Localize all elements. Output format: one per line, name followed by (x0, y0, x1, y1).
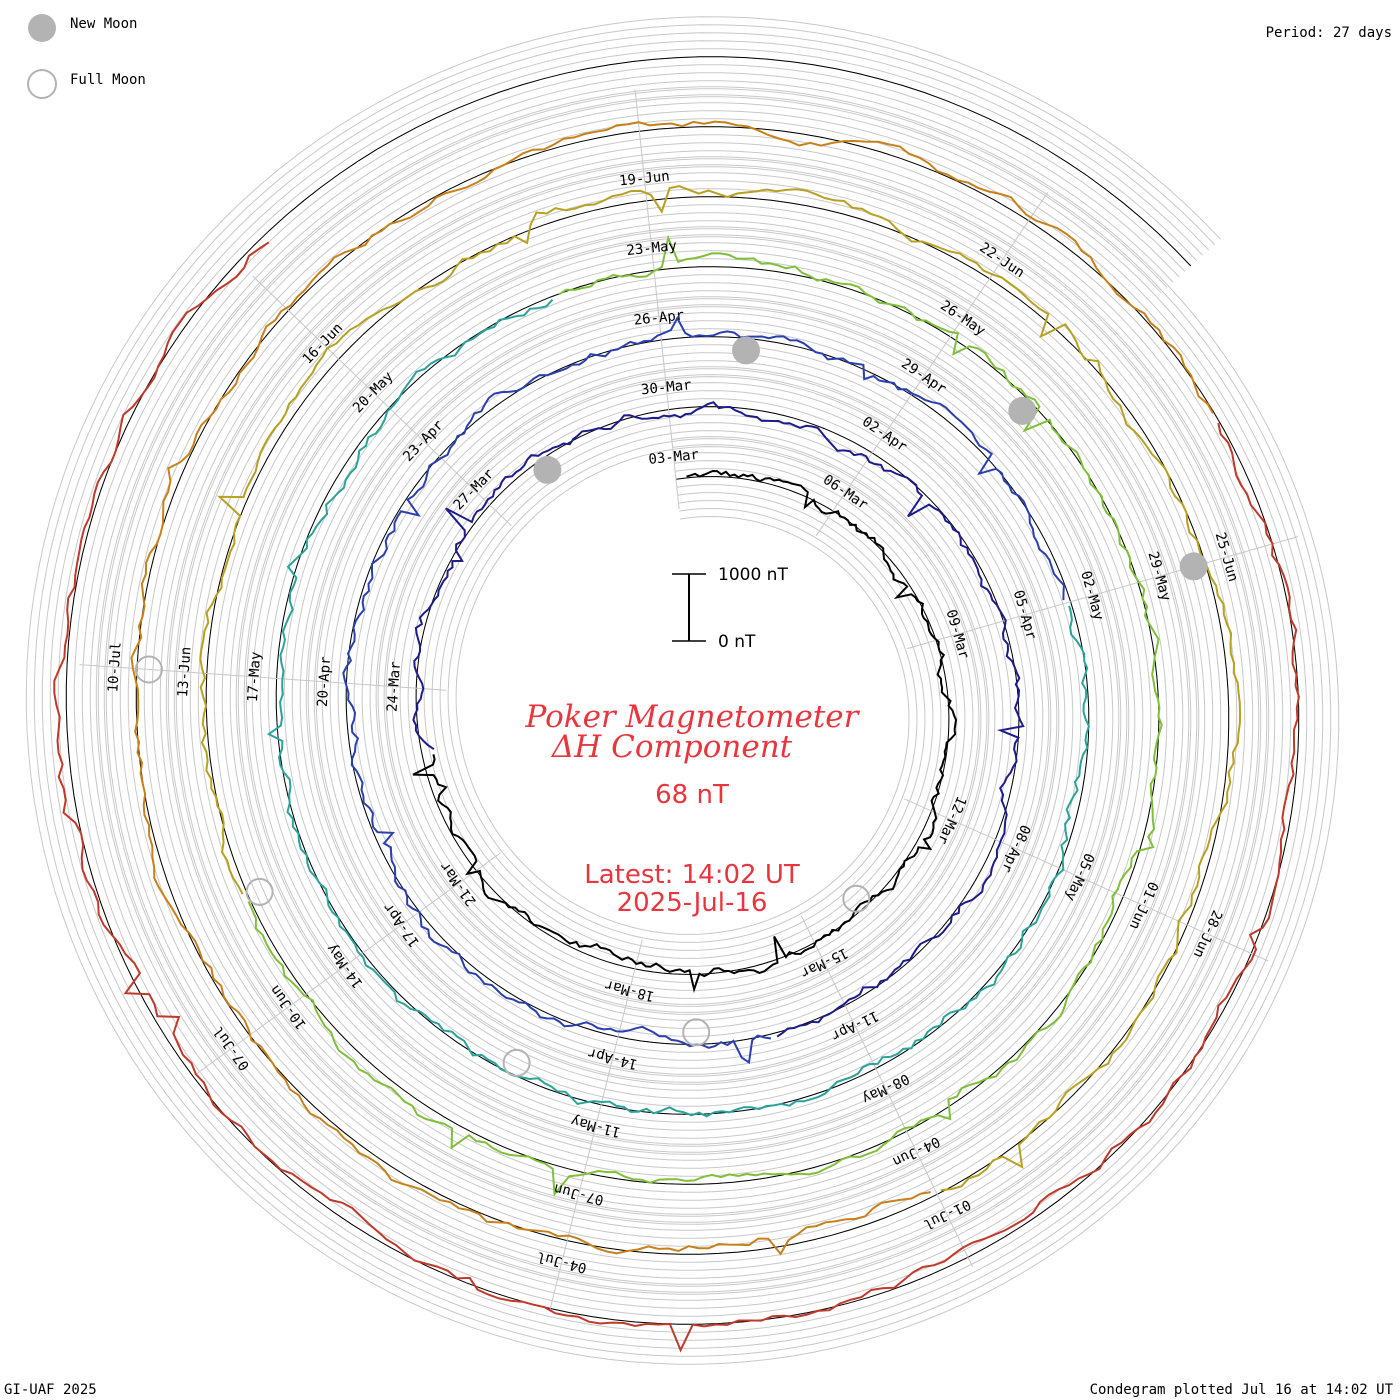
scale-bar (672, 573, 706, 642)
guide-ring (41, 32, 1324, 1349)
full-moon-marker (245, 877, 274, 906)
guide-ring (89, 80, 1276, 1301)
baseline-spiral (65, 56, 1300, 1325)
new-moon-legend-icon (28, 14, 56, 42)
scale-bar-top-label: 1000 nT (718, 565, 788, 585)
date-radial-line (634, 89, 680, 510)
guide-ring (97, 88, 1268, 1293)
magnetometer-trace (247, 234, 1163, 1197)
date-label: 27-Mar (451, 466, 498, 513)
date-label: 11-Apr (829, 1007, 881, 1044)
full-moon-marker (682, 1018, 711, 1047)
footer-credit: GI-UAF 2025 (4, 1382, 97, 1398)
guide-ring (73, 64, 1292, 1317)
date-radial-line (800, 915, 974, 1268)
full-moon-marker (842, 884, 871, 913)
date-label: 14-May (324, 941, 367, 991)
date-label: 10-Jul (105, 641, 124, 693)
date-label: 23-May (626, 238, 678, 259)
date-label: 08-May (859, 1070, 911, 1107)
chart-title-line2: ΔH Component (551, 729, 793, 765)
date-label: 05-May (1062, 851, 1097, 904)
current-value: 68 nT (655, 780, 729, 810)
magnetometer-traces (53, 120, 1300, 1353)
guide-ring (49, 40, 1316, 1341)
new-moon-marker (1008, 396, 1037, 425)
date-label: 18-Mar (603, 976, 656, 1004)
date-label: 24-Mar (385, 661, 404, 713)
date-label: 01-Jun (1126, 879, 1161, 932)
guide-ring (33, 24, 1332, 1357)
latest-time: Latest: 14:02 UT (584, 860, 800, 890)
guide-ring (81, 72, 1284, 1309)
full-moon-legend-icon (27, 69, 57, 99)
magnetometer-trace (412, 469, 958, 994)
date-label: 26-Apr (633, 308, 685, 329)
date-radial-line (907, 536, 1299, 650)
chart-title-line1: Poker Magnetometer (525, 699, 861, 735)
date-label: 19-Jun (618, 168, 670, 189)
date-label: 20-Apr (315, 656, 334, 708)
date-radial-line (549, 939, 643, 1312)
latest-date: 2025-Jul-16 (617, 888, 768, 918)
date-label: 16-Jun (300, 320, 347, 367)
date-radial-line (252, 275, 512, 527)
full-moon-legend-label: Full Moon (70, 72, 146, 88)
date-label: 13-Jun (175, 646, 194, 698)
period-label: Period: 27 days (1266, 25, 1392, 41)
magnetometer-trace (412, 401, 1025, 1038)
date-label: 28-Jun (1190, 908, 1225, 961)
footer-plotted: Condegram plotted Jul 16 at 14:02 UT (1090, 1382, 1394, 1398)
guide-ring (25, 16, 1340, 1365)
date-label: 12-Mar (934, 794, 969, 847)
full-moon-marker (502, 1048, 531, 1077)
date-label: 08-Apr (998, 822, 1033, 875)
full-moon-marker (134, 655, 163, 684)
spiral-guide-rings (25, 16, 1340, 1365)
new-moon-marker (1179, 552, 1208, 581)
scale-bar-bottom-label: 0 nT (718, 632, 756, 652)
date-label: 30-Mar (640, 377, 692, 398)
date-radial-line (79, 664, 447, 691)
magnetometer-trace (53, 241, 1300, 1353)
magnetometer-trace (199, 185, 1242, 1192)
date-label: 03-Mar (648, 447, 700, 468)
date-label: 01-Jul (921, 1196, 973, 1233)
moon-markers (134, 336, 1208, 1077)
new-moon-marker (533, 455, 562, 484)
date-radial-line (815, 192, 1049, 536)
new-moon-marker (732, 336, 760, 365)
magnetometer-trace (342, 315, 1065, 1065)
date-radial-lines (79, 89, 1299, 1312)
guide-ring (105, 96, 1260, 1285)
guide-ring (57, 48, 1308, 1333)
date-label: 17-Apr (380, 900, 423, 950)
date-label: 17-May (245, 651, 264, 703)
new-moon-legend-label: New Moon (70, 16, 137, 32)
date-radial-line (903, 798, 1269, 962)
magnetometer-trace (130, 120, 1214, 1256)
date-label: 04-Jun (890, 1133, 942, 1170)
date-radial-line (196, 852, 501, 1075)
